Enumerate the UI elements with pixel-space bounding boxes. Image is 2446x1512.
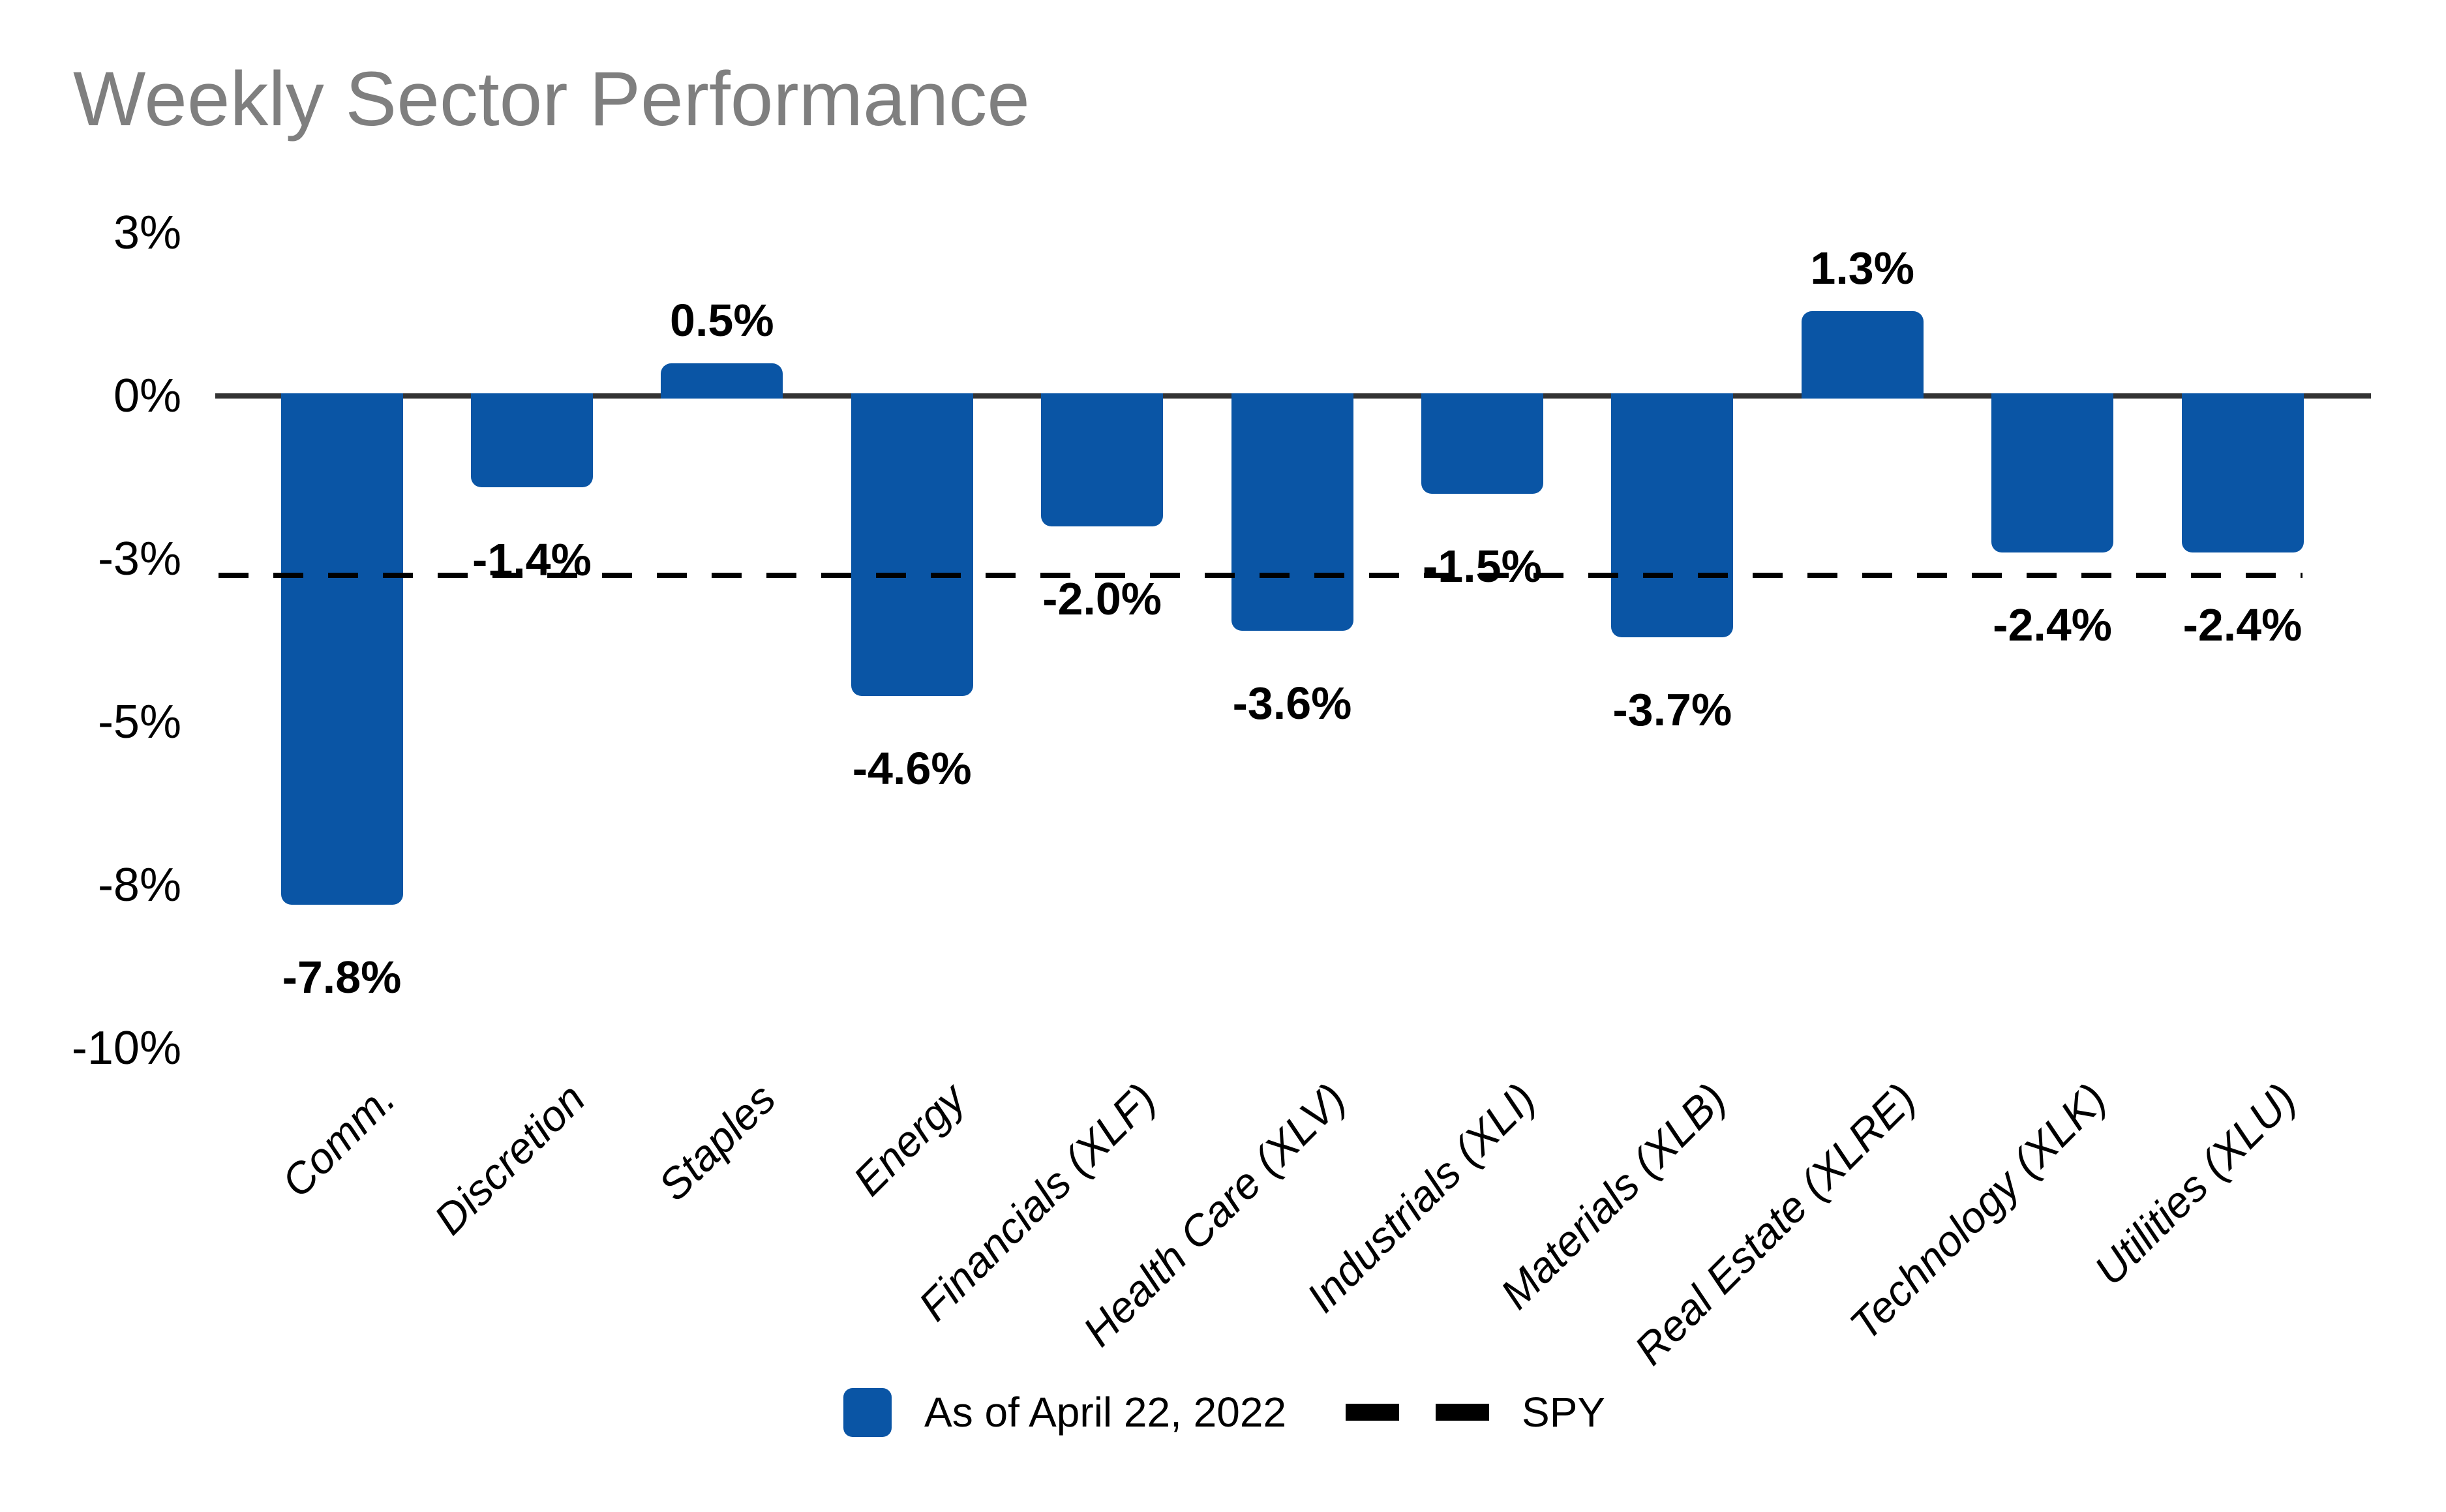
x-label-comm: Comm. xyxy=(272,1074,404,1207)
chart-title: Weekly Sector Performance xyxy=(73,56,1030,142)
x-label-staples: Staples xyxy=(648,1074,785,1210)
bar-energy xyxy=(851,393,973,696)
bar-industrials-xli xyxy=(1421,393,1543,494)
bar-real-estate-xlre xyxy=(1801,311,1924,399)
bar-value-label-utilities-xlu: -2.4% xyxy=(2182,599,2303,650)
y-tick-label-3pct: 3% xyxy=(113,207,181,259)
bar-value-label-financials-xlf: -2.0% xyxy=(1042,573,1162,624)
bar-value-label-technology-xlk: -2.4% xyxy=(1993,599,2113,650)
x-label-discretion: Discretion xyxy=(425,1074,595,1244)
y-tick-label-neg8pct: -8% xyxy=(97,859,181,911)
x-label-utilities-xlu: Utilities (XLU) xyxy=(2085,1074,2305,1295)
y-tick-label-neg10pct: -10% xyxy=(71,1022,181,1074)
bar-value-label-staples: 0.5% xyxy=(670,295,774,346)
bar-value-label-industrials-xli: -1.5% xyxy=(1422,541,1542,592)
bar-value-label-energy: -4.6% xyxy=(852,743,972,794)
bar-technology-xlk xyxy=(1991,393,2114,552)
legend-dash-icon xyxy=(1346,1404,1399,1421)
y-tick-label-neg5pct: -5% xyxy=(97,696,181,748)
bar-financials-xlf xyxy=(1041,393,1164,526)
bar-value-label-comm: -7.8% xyxy=(282,952,402,1003)
legend-dash-icon xyxy=(1436,1404,1489,1421)
bar-materials-xlb xyxy=(1611,393,1734,637)
bar-utilities-xlu xyxy=(2181,393,2304,552)
y-tick-label-neg3pct: -3% xyxy=(97,533,181,585)
legend-spy-label: SPY xyxy=(1522,1389,1606,1436)
bar-value-label-discretion: -1.4% xyxy=(472,534,592,585)
legend-series-label: As of April 22, 2022 xyxy=(924,1389,1287,1436)
bar-comm xyxy=(280,393,403,905)
bar-value-label-materials-xlb: -3.7% xyxy=(1612,684,1732,735)
x-label-energy: Energy xyxy=(843,1074,975,1205)
bar-value-label-health-care-xlv: -3.6% xyxy=(1232,678,1352,729)
bar-value-label-real-estate-xlre: 1.3% xyxy=(1810,243,1914,294)
spy-dashed-reference-line xyxy=(219,573,2303,578)
bar-staples xyxy=(661,363,783,399)
legend-series-swatch xyxy=(843,1388,892,1437)
bar-discretion xyxy=(470,393,593,487)
bar-health-care-xlv xyxy=(1231,393,1353,631)
y-tick-label-0pct: 0% xyxy=(113,370,181,422)
